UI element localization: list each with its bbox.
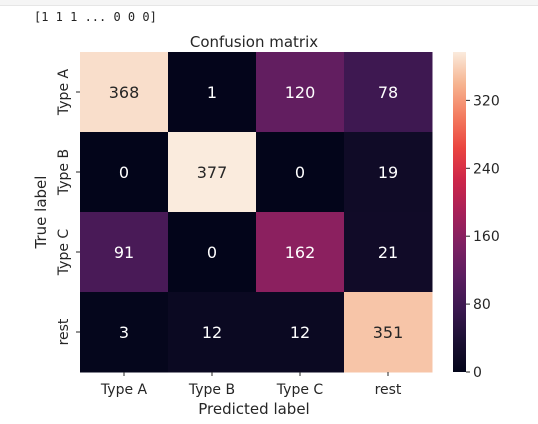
cell-annotation: 0 bbox=[295, 163, 305, 182]
cell-annotation: 1 bbox=[207, 83, 217, 102]
colorbar-tick-label: 240 bbox=[473, 161, 500, 177]
cell-top-border bbox=[0, 0, 538, 6]
cell-annotation: 377 bbox=[197, 163, 228, 182]
heatmap-cell bbox=[344, 292, 433, 373]
x-tick-label: Type B bbox=[188, 382, 235, 398]
cell-annotation: 368 bbox=[109, 83, 140, 102]
heatmap-cell bbox=[256, 212, 345, 293]
cell-annotation: 91 bbox=[114, 243, 134, 262]
cell-annotation: 21 bbox=[378, 243, 398, 262]
y-tick-label: Type C bbox=[56, 229, 72, 277]
y-tick-label: rest bbox=[56, 318, 72, 345]
x-axis-label: Predicted label bbox=[198, 400, 309, 418]
heatmap-cell bbox=[168, 292, 257, 373]
heatmap-cell bbox=[80, 212, 169, 293]
x-tick-label: rest bbox=[375, 382, 402, 398]
heatmap-cell bbox=[80, 52, 169, 133]
heatmap-cell bbox=[80, 292, 169, 373]
cell-annotation: 12 bbox=[290, 323, 310, 342]
x-tick-label: Type C bbox=[276, 382, 324, 398]
colorbar-tick-label: 160 bbox=[473, 229, 500, 245]
cell-annotation: 0 bbox=[119, 163, 129, 182]
cell-annotation: 19 bbox=[378, 163, 398, 182]
cell-annotation: 78 bbox=[378, 83, 398, 102]
cell-annotation: 120 bbox=[285, 83, 316, 102]
cell-annotation: 0 bbox=[207, 243, 217, 262]
y-tick-label: Type B bbox=[56, 149, 72, 196]
chart-title: Confusion matrix bbox=[190, 33, 318, 51]
heatmap-cell bbox=[256, 52, 345, 133]
cell-annotation: 351 bbox=[373, 323, 404, 342]
cell-annotation: 12 bbox=[202, 323, 222, 342]
colorbar-tick-label: 80 bbox=[473, 297, 491, 313]
heatmap-cell bbox=[344, 132, 433, 213]
heatmap-annotations: 368 1 120 78 0 377 0 19 91 0 162 21 3 12 12 351 bbox=[109, 83, 404, 342]
y-axis-ticks: Type A Type B Type C rest bbox=[56, 68, 80, 345]
heatmap-cell bbox=[168, 212, 257, 293]
y-axis-label: True label bbox=[32, 176, 50, 250]
heatmap-cell bbox=[80, 132, 169, 213]
heatmap-cell bbox=[168, 52, 257, 133]
heatmap-cell bbox=[168, 132, 257, 213]
x-axis-ticks: Type A Type B Type C rest bbox=[100, 372, 402, 398]
heatmap-cell bbox=[344, 52, 433, 133]
cell-annotation: 162 bbox=[285, 243, 316, 262]
cell-annotation: 3 bbox=[119, 323, 129, 342]
colorbar-tick-label: 320 bbox=[473, 93, 500, 109]
colorbar bbox=[453, 52, 466, 372]
heatmap-cell bbox=[256, 132, 345, 213]
heatmap-cell bbox=[344, 212, 433, 293]
colorbar-tick-label: 0 bbox=[473, 365, 482, 381]
cell-output-text: [1 1 1 ... 0 0 0] bbox=[34, 10, 157, 24]
y-tick-label: Type A bbox=[56, 68, 72, 116]
heatmap-cell bbox=[256, 292, 345, 373]
colorbar-ticks: 0 80 160 240 320 bbox=[466, 93, 500, 381]
heatmap-cells bbox=[80, 52, 433, 373]
x-tick-label: Type A bbox=[100, 382, 148, 398]
